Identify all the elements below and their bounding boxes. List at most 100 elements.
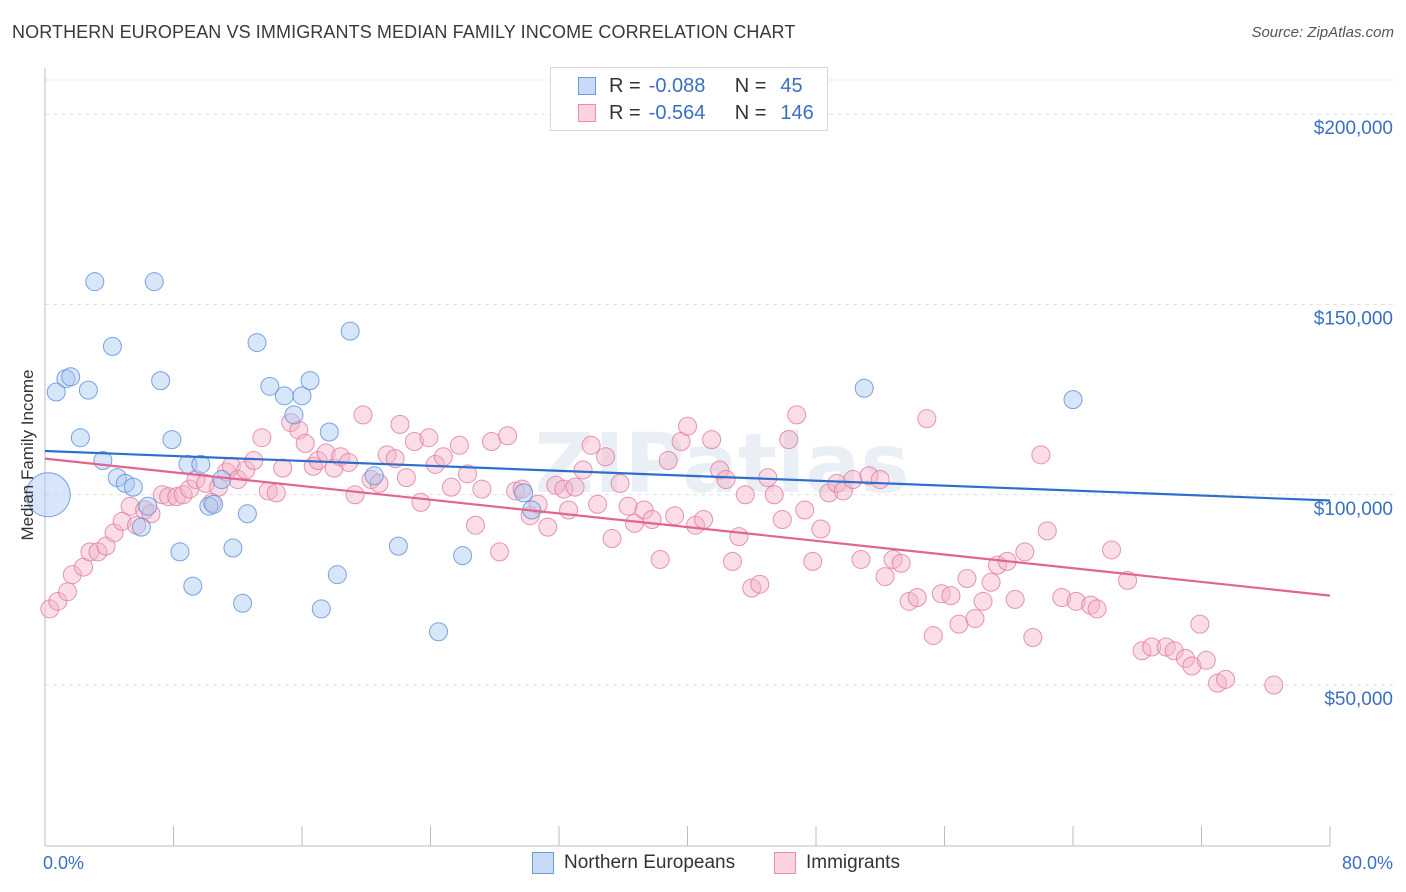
immigrant-point [581,435,601,455]
immigrant-point [1142,637,1162,657]
immigrant-point [57,582,77,602]
northern-europeans-trend-line [44,449,1331,502]
northern-european-point [170,542,190,562]
northern-european-point [131,517,151,537]
northern-european-point [191,454,211,474]
northern-european-point [260,376,280,396]
immigrant-point [345,485,365,505]
n-value: 45 [780,74,803,97]
northern-european-point [292,386,312,406]
immigrant-point [425,454,445,474]
immigrant-point [472,479,492,499]
northern-european-point [514,483,534,503]
immigrant-point [390,414,410,434]
immigrant-point [353,405,373,425]
y-tick-labels: $50,000 $100,000 $150,000 $200,000 [1314,118,1393,710]
n-label: N = [734,101,767,124]
legend-swatch-northern-europeans [532,852,554,874]
immigrant-point [602,529,622,549]
northern-european-point [388,536,408,556]
immigrant-point [1182,656,1202,676]
immigrant-point [159,487,179,507]
immigrant-point [498,426,518,446]
northern-european-point [85,272,105,292]
immigrant-point [795,500,815,520]
immigrant-point [965,608,985,628]
immigrant-point [843,470,863,490]
immigrant-point [573,460,593,480]
immigrant-point [588,494,608,514]
immigrant-point [650,549,670,569]
northern-european-point [1063,390,1083,410]
immigrant-point [565,477,585,497]
immigrant-point [1132,641,1152,661]
immigrant-point [750,574,770,594]
immigrant-point [917,409,937,429]
immigrant-point [490,542,510,562]
immigrant-point [1037,521,1057,541]
northern-european-point [237,504,257,524]
immigrant-point [482,432,502,452]
immigrant-point [324,458,344,478]
immigrant-point [1190,614,1210,634]
northern-european-point [46,382,66,402]
r-value: -0.564 [648,101,706,124]
northern-european-point [212,470,232,490]
immigrant-point [1164,641,1184,661]
legend-label: Immigrants [806,852,900,873]
immigrant-point [152,485,172,505]
immigrant-point [596,447,616,467]
immigrant-point [1102,540,1122,560]
watermark: ZIPatlas [535,417,910,512]
x-tick-label: 0.0% [43,853,84,873]
immigrant-point [819,483,839,503]
immigrant-point [112,511,132,531]
immigrant-point [1196,650,1216,670]
immigrant-point [642,510,662,530]
immigrant-point [1052,588,1072,608]
immigrant-point [827,473,847,493]
trend-lines [44,449,1331,597]
northern-european-point [311,599,331,619]
northern-european-point [204,494,224,514]
northern-european-point [162,430,182,450]
immigrant-point [48,591,68,611]
immigrant-point [1066,591,1086,611]
immigrant-point [981,572,1001,592]
immigrant-point [772,510,792,530]
immigrant-point [803,551,823,571]
northern-european-point [61,367,81,387]
immigrant-point [973,591,993,611]
immigrant-point [907,588,927,608]
immigrant-point [1216,669,1236,689]
y-tick-label: $100,000 [1314,499,1393,520]
x-tick-labels: 0.0% 80.0% [43,853,1393,873]
immigrant-point [729,527,749,547]
immigrant-point [1175,648,1195,668]
immigrant-point [875,567,895,587]
r-label: R = [609,101,641,124]
n-label: N = [734,74,767,97]
immigrant-point [244,451,264,471]
axes [44,68,1331,847]
immigrant-point [859,466,879,486]
grid-lines [45,79,1395,686]
northern-european-point [247,333,267,353]
immigrant-point [931,584,951,604]
immigrant-point [419,428,439,448]
immigrant-point [385,449,405,469]
northern-european-point [144,272,164,292]
immigrant-point [665,506,685,526]
immigrant-point [891,553,911,573]
northern-european-point [364,466,384,486]
northern-european-point [284,405,304,425]
northern-european-point [429,622,449,642]
immigrant-point [465,515,485,535]
immigrant-point [396,468,416,488]
northern-european-point [274,386,294,406]
immigrant-point [281,412,301,432]
immigrant-point [957,568,977,588]
legend-label: Northern Europeans [564,852,736,873]
immigrant-point [40,599,60,619]
immigrant-point [62,565,82,585]
